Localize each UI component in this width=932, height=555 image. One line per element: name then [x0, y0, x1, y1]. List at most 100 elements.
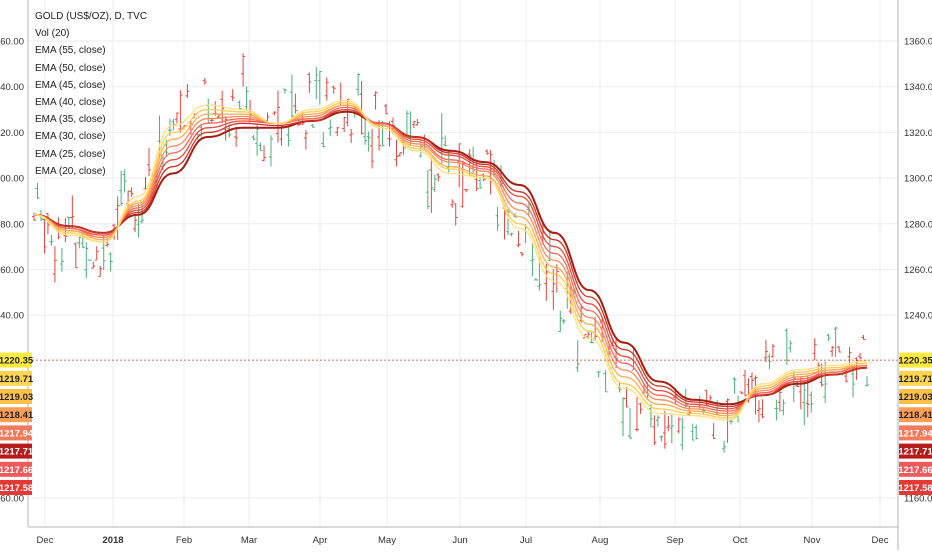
price-bar: [77, 236, 82, 249]
price-bar: [575, 340, 580, 373]
right-tick-label: 1320.00: [904, 128, 932, 139]
price-bar: [676, 417, 681, 434]
right-tick-label: 1280.00: [904, 219, 932, 230]
price-bar: [255, 124, 260, 156]
price-bar: [453, 203, 458, 226]
indicator-ema-30[interactable]: EMA (30, close): [35, 131, 106, 143]
indicator-ema-50[interactable]: EMA (50, close): [35, 62, 106, 74]
time-tick-label: 2018: [102, 535, 123, 546]
price-bar: [739, 391, 744, 394]
ema-line: [33, 110, 868, 406]
price-bar: [634, 397, 639, 432]
price-bar: [293, 93, 298, 114]
price-bar: [770, 344, 775, 358]
price-bar: [415, 118, 420, 126]
price-bar: [777, 390, 782, 412]
indicator-ema-20[interactable]: EMA (20, close): [35, 165, 106, 177]
price-bar: [537, 258, 542, 291]
left-tick-label: 1260.00: [0, 265, 24, 276]
price-bar: [45, 213, 50, 235]
price-bar: [52, 246, 57, 283]
last-price-label-left: 1220.35: [0, 352, 34, 368]
price-bar: [756, 400, 761, 423]
ema-label-right: 1217.94: [898, 425, 932, 441]
price-bar: [303, 130, 308, 150]
ema-label-right-bg: [899, 370, 932, 386]
price-bar: [98, 265, 103, 277]
price-bar: [478, 178, 483, 189]
price-bar: [788, 340, 793, 353]
time-tick-label: Nov: [804, 535, 821, 546]
right-tick-label: 1260.00: [904, 265, 932, 276]
price-bar: [666, 416, 671, 432]
price-labels: 1220.35 1220.35 1219.71 1219.71 1219.03 1219.…: [0, 352, 932, 496]
price-bar: [258, 142, 263, 152]
ema-label-left-bg: [0, 425, 32, 441]
left-price-axis[interactable]: 1360.00 1340.00 1320.00 1300.00 1280.00 1260.…: [0, 37, 24, 505]
indicator-ema-55[interactable]: EMA (55, close): [35, 45, 106, 57]
ema-label-left: 1219.03: [0, 389, 33, 405]
price-bar: [533, 277, 538, 281]
time-axis[interactable]: Dec 2018 Feb Mar Apr May Jun Jul Aug Sep Oct Nov Dec: [37, 535, 889, 546]
price-bar: [481, 173, 486, 182]
price-bar: [42, 218, 47, 254]
price-bar: [530, 243, 535, 277]
time-tick-label: Mar: [241, 535, 257, 546]
price-bar: [519, 252, 524, 257]
time-tick-label: Jun: [452, 535, 467, 546]
price-bar: [335, 126, 340, 137]
price-bar: [722, 440, 727, 453]
right-tick-label: 1160.00: [904, 494, 932, 505]
right-tick-label: 1340.00: [904, 82, 932, 93]
price-bar: [363, 117, 368, 145]
time-tick-label: May: [378, 535, 396, 546]
ema-label-left: 1217.71: [0, 443, 34, 459]
ema-line: [33, 104, 868, 415]
price-bar: [185, 84, 190, 99]
last-price-label-right-text: 1220.35: [898, 356, 932, 367]
price-bar: [359, 81, 364, 135]
price-bar: [234, 126, 239, 147]
ema-label-left-bg: [0, 480, 32, 496]
price-bar: [638, 402, 643, 414]
ema-label-right-bg: [899, 425, 932, 441]
right-price-axis[interactable]: 1360.00 1340.00 1320.00 1300.00 1280.00 1260.…: [904, 37, 932, 505]
price-bar: [133, 213, 138, 233]
indicator-ema-40[interactable]: EMA (40, close): [35, 97, 106, 109]
price-bar: [624, 387, 629, 408]
price-bar: [760, 399, 765, 419]
ema-label-right-text: 1219.03: [898, 392, 932, 403]
right-tick-label: 1360.00: [904, 37, 932, 48]
indicator-ema-45[interactable]: EMA (45, close): [35, 79, 106, 91]
price-bar: [282, 88, 287, 94]
ema-label-right: 1219.71: [898, 370, 932, 386]
price-bar: [237, 100, 242, 110]
indicator-ema-25[interactable]: EMA (25, close): [35, 148, 106, 160]
ema-label-left: 1219.71: [0, 370, 34, 386]
price-bar: [732, 377, 737, 394]
indicator-ema-35[interactable]: EMA (35, close): [35, 114, 106, 126]
ema-label-left-text: 1217.58: [0, 483, 33, 494]
legend: GOLD (US$/OZ), D, TVC Vol (20) EMA (55, …: [35, 8, 147, 180]
ema-label-left: 1217.94: [0, 425, 34, 441]
ema-label-right-bg: [899, 480, 932, 496]
price-bar: [743, 369, 748, 397]
price-bar: [307, 72, 312, 93]
price-bar: [464, 188, 469, 193]
indicator-vol[interactable]: Vol (20): [35, 28, 70, 40]
ema-line: [33, 108, 868, 410]
price-bar: [847, 346, 852, 365]
price-bar: [342, 116, 347, 133]
price-bar: [178, 90, 183, 133]
price-bar: [690, 423, 695, 441]
ema-label-right-text: 1217.71: [898, 447, 932, 458]
ema-label-right-bg: [899, 389, 932, 405]
price-bar: [558, 310, 563, 333]
ema-label-left-bg: [0, 461, 32, 477]
symbol-title[interactable]: GOLD (US$/OZ), D, TVC: [35, 11, 148, 22]
price-bar: [669, 413, 674, 444]
price-bar: [774, 399, 779, 421]
last-price-label-right-bg: [899, 352, 932, 368]
